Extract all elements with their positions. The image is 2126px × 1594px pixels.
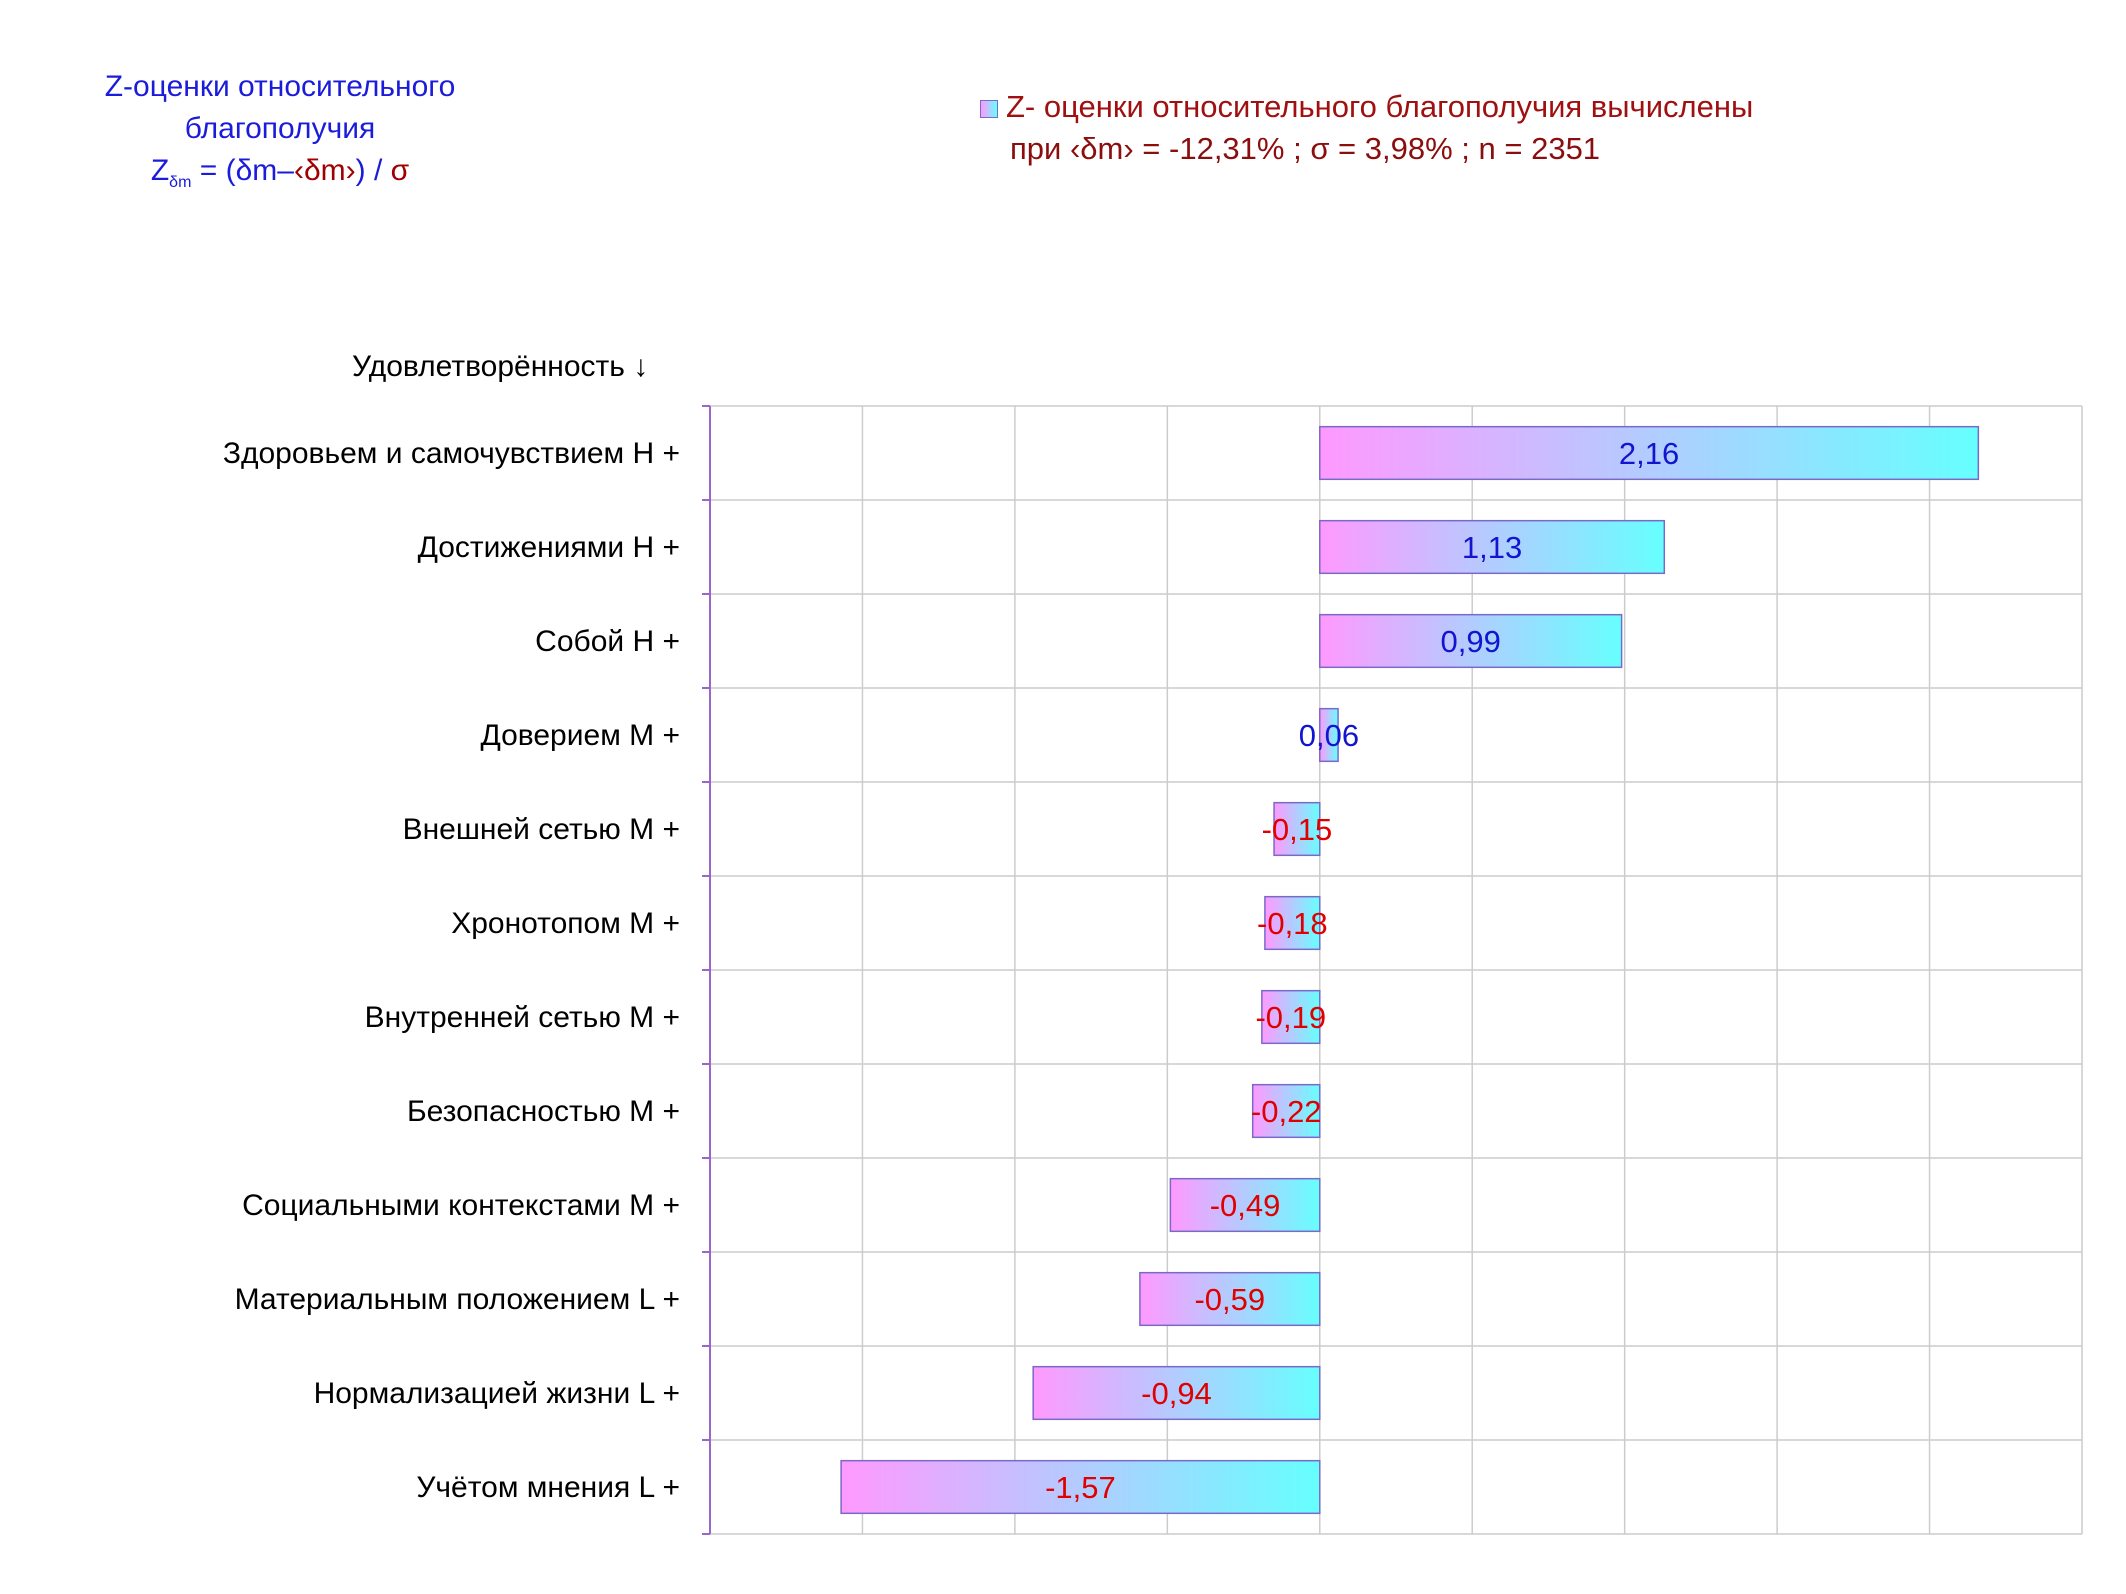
bars [840,425,1980,1515]
category-label: Хронотопом M + [451,907,680,940]
bar [840,1459,1321,1515]
data-label: -0,59 [1194,1282,1265,1317]
y-axis [702,405,711,1535]
data-label: -0,22 [1251,1094,1322,1129]
bar [1319,425,1980,481]
bar [1319,613,1623,669]
category-label: Учётом мнения L + [416,1471,680,1504]
category-label: Достижениями H + [418,531,680,564]
legend-swatch [980,99,998,118]
data-label: -0,18 [1257,906,1328,941]
data-label: -0,15 [1262,812,1333,847]
data-label: -0,94 [1141,1376,1212,1411]
data-label: 0,99 [1441,624,1501,659]
legend-line-1: Z- оценки относительного благополучия вы… [1006,89,1754,124]
category-label: Внешней сетью M + [403,813,680,846]
grid-lines [709,405,2083,1535]
title-line-1: Z-оценки относительного [104,70,456,103]
bar [1319,519,1666,575]
bar [1319,707,1339,763]
data-label: -1,57 [1045,1470,1116,1505]
bar [1264,895,1321,951]
value-labels: 2,16 1,13 0,99 0,06 -0,15 -0,18 -0,19 -0,22 -0,4… [1045,436,1679,1505]
bar [1251,1083,1321,1139]
formula-z: Z [150,154,170,187]
category-labels: Здоровьем и самочувствием H + Достижениям… [223,437,680,1504]
data-label: 0,06 [1299,718,1359,753]
title-formula: Zδm = (δm–‹δm›) / σ [40,150,520,204]
category-label: Нормализацией жизни L + [314,1377,680,1410]
legend-line-2: при ‹δm› = -12,31% ; σ = 3,98% ; n = 235… [1010,131,1601,166]
y-axis-label: Удовлетворённость ↓ [352,350,649,383]
data-label: -0,19 [1255,1000,1326,1035]
bar [1032,1365,1321,1421]
category-label: Доверием M + [480,719,680,752]
bar [1273,801,1321,857]
formula-eq: = (δm– [191,154,294,187]
formula-close: ) / [355,154,383,187]
formula-sigma: σ [390,154,410,187]
formula-sub: δm [169,174,192,191]
category-label: Социальными контекстами M + [242,1189,680,1222]
chart-legend: Z- оценки относительного благополучия вы… [980,86,1753,170]
title-line-2: благополучия [184,112,376,145]
category-label: Собой H + [535,625,680,658]
bar [1169,1177,1321,1233]
category-label: Материальным положением L + [235,1283,680,1316]
chart-title: Z-оценки относительного благополучия Zδm… [40,66,520,204]
formula-mean: ‹δm› [293,154,356,187]
data-label: 1,13 [1462,530,1522,565]
bar [1261,989,1321,1045]
category-label: Здоровьем и самочувствием H + [223,437,680,470]
category-label: Безопасностью M + [407,1095,680,1128]
data-label: 2,16 [1619,436,1679,471]
bar [1139,1271,1321,1327]
data-label: -0,49 [1210,1188,1281,1223]
category-label: Внутренней сетью M + [365,1001,680,1034]
